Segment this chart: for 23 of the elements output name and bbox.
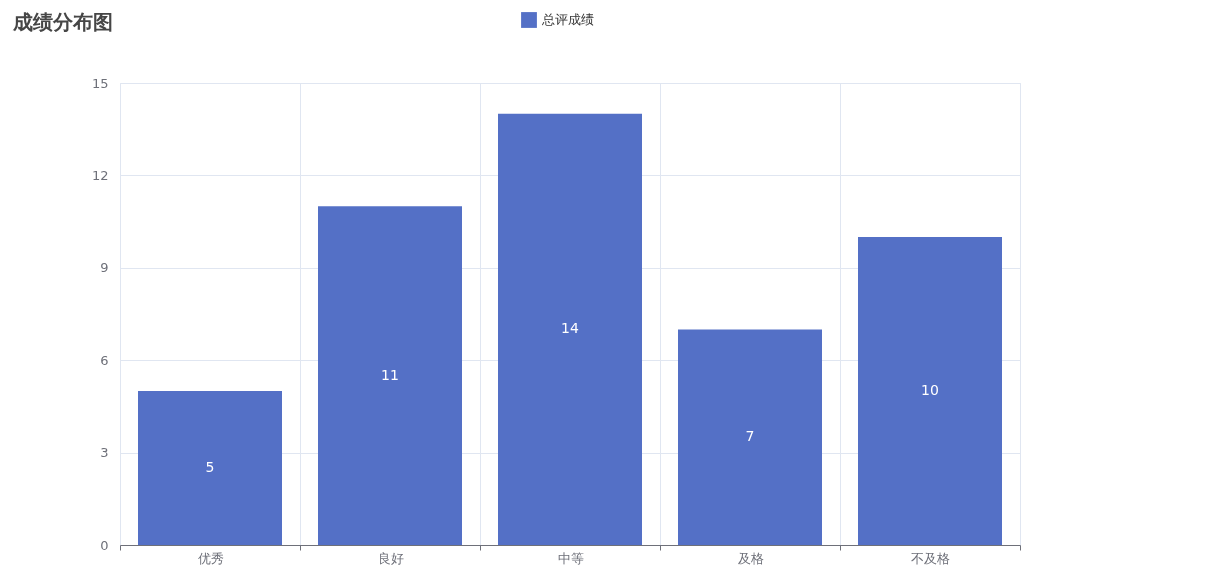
x-tick-label: 中等 — [557, 550, 584, 566]
x-tick-label: 优秀 — [197, 550, 224, 566]
x-tick-label: 良好 — [377, 550, 404, 566]
y-tick-label: 3 — [100, 445, 109, 461]
bar — [678, 329, 822, 545]
bar — [318, 206, 462, 545]
y-tick-label: 9 — [100, 260, 109, 276]
bar — [858, 237, 1002, 545]
chart-title: 成绩分布图 — [12, 10, 113, 34]
y-tick-label: 0 — [100, 537, 109, 553]
data-label: 10 — [921, 382, 939, 398]
y-tick-label: 15 — [91, 75, 109, 91]
data-label: 11 — [381, 366, 399, 383]
legend-label: 总评成绩 — [541, 12, 594, 27]
x-tick-label: 及格 — [737, 550, 764, 566]
y-tick-label: 12 — [91, 167, 109, 183]
y-tick-label: 6 — [100, 352, 109, 368]
bar — [498, 113, 642, 545]
x-tick-label: 不及格 — [911, 550, 950, 566]
data-label: 7 — [745, 428, 755, 445]
data-label: 5 — [205, 459, 215, 475]
bar — [138, 391, 282, 545]
data-label: 14 — [561, 320, 579, 337]
